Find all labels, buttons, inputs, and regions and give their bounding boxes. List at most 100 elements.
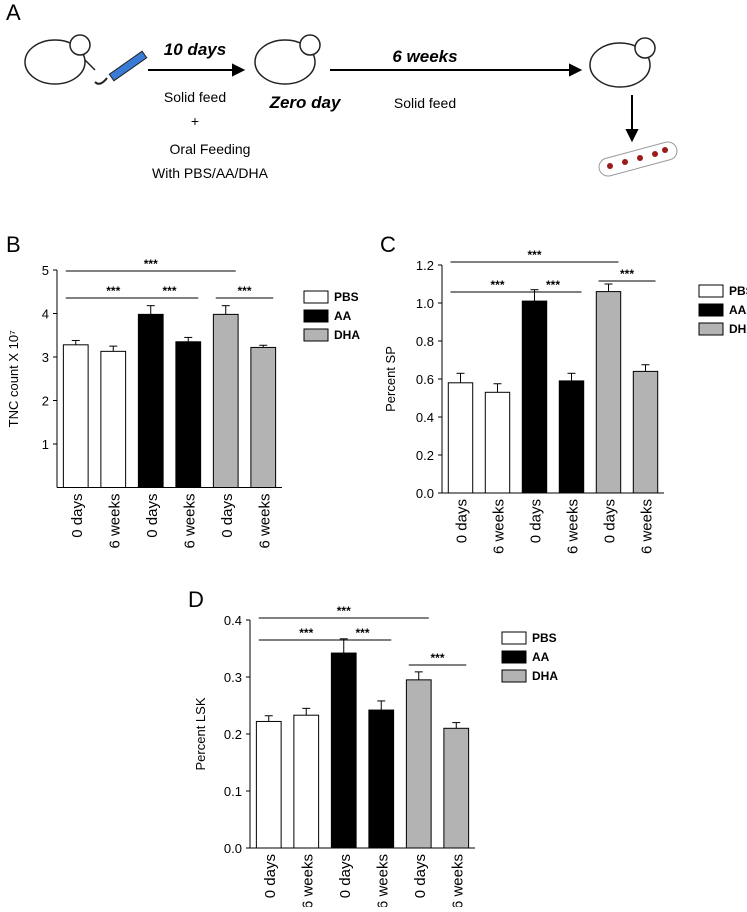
legend-label: PBS xyxy=(729,284,747,298)
significance-label: *** xyxy=(337,604,351,618)
feed-text: Solid feed xyxy=(394,95,456,111)
y-tick-label: 5 xyxy=(42,263,49,278)
x-tick-label: 0 days xyxy=(144,494,161,538)
legend-label: DHA xyxy=(334,328,360,342)
legend-label: DHA xyxy=(532,669,558,683)
x-tick-label: 0 days xyxy=(528,499,545,543)
legend-swatch xyxy=(698,303,724,317)
panel-label: D xyxy=(188,587,204,612)
bar xyxy=(405,679,432,849)
significance-label: *** xyxy=(430,651,444,665)
y-tick-label: 0.0 xyxy=(224,841,242,856)
legend-swatch xyxy=(501,631,527,645)
y-tick-label: 2 xyxy=(42,394,49,409)
bar xyxy=(212,313,239,488)
panel-label: A xyxy=(6,0,21,25)
plus-text: + xyxy=(191,113,199,129)
y-tick-label: 4 xyxy=(42,307,49,322)
bar xyxy=(250,346,277,488)
x-tick-label: 6 weeks xyxy=(449,854,466,907)
legend-label: PBS xyxy=(334,290,359,304)
x-tick-label: 6 weeks xyxy=(299,854,316,907)
significance-label: *** xyxy=(106,284,120,298)
panel-label: B xyxy=(6,232,21,257)
bar xyxy=(447,382,474,494)
y-tick-label: 0.2 xyxy=(224,727,242,742)
legend-label: PBS xyxy=(532,631,557,645)
bar xyxy=(521,300,548,494)
panel-label: C xyxy=(380,232,396,257)
y-tick-label: 0.0 xyxy=(416,486,434,501)
significance-label: *** xyxy=(620,267,634,281)
bar xyxy=(293,714,320,849)
bar xyxy=(595,291,622,494)
significance-label: *** xyxy=(355,626,369,640)
duration: 6 weeks xyxy=(392,47,457,66)
y-axis-label: Percent SP xyxy=(383,346,398,412)
x-tick-label: 6 weeks xyxy=(106,494,123,549)
significance-label: *** xyxy=(546,278,560,292)
y-tick-label: 0.1 xyxy=(224,784,242,799)
legend-swatch xyxy=(303,328,329,342)
legend-label: AA xyxy=(532,650,550,664)
oral-text: Oral Feeding xyxy=(170,141,251,157)
legend-swatch xyxy=(698,322,724,336)
x-tick-label: 0 days xyxy=(602,499,619,543)
legend-swatch xyxy=(698,284,724,298)
x-tick-label: 6 weeks xyxy=(491,499,508,554)
bar xyxy=(443,727,470,849)
significance-label: *** xyxy=(237,284,251,298)
x-tick-label: 6 weeks xyxy=(374,854,391,907)
y-tick-label: 0.8 xyxy=(416,334,434,349)
bar xyxy=(62,344,89,488)
mouse-icon xyxy=(589,37,656,88)
x-tick-label: 0 days xyxy=(337,854,354,898)
y-axis-label: Percent LSK xyxy=(193,697,208,770)
bar xyxy=(632,370,659,494)
legend-swatch xyxy=(501,669,527,683)
x-tick-label: 6 weeks xyxy=(565,499,582,554)
y-axis-label: TNC count X 10⁷ xyxy=(6,330,21,427)
y-tick-label: 0.4 xyxy=(224,613,242,628)
bar xyxy=(137,313,164,488)
x-tick-label: 6 weeks xyxy=(181,494,198,549)
mouse-icon xyxy=(254,34,321,85)
bar xyxy=(255,720,282,849)
x-tick-label: 0 days xyxy=(412,854,429,898)
y-tick-label: 1.2 xyxy=(416,258,434,273)
legend-label: AA xyxy=(729,303,747,317)
significance-label: *** xyxy=(144,257,158,271)
significance-label: *** xyxy=(162,284,176,298)
bar xyxy=(175,341,202,488)
y-tick-label: 0.2 xyxy=(416,448,434,463)
syringe-icon xyxy=(94,50,148,85)
y-tick-label: 1.0 xyxy=(416,296,434,311)
x-tick-label: 6 weeks xyxy=(639,499,656,554)
legend-swatch xyxy=(501,650,527,664)
x-tick-label: 6 weeks xyxy=(256,494,273,549)
y-tick-label: 0.4 xyxy=(416,410,434,425)
legend-label: DHA xyxy=(729,322,747,336)
legend-swatch xyxy=(303,290,329,304)
x-tick-label: 0 days xyxy=(69,494,86,538)
legend-swatch xyxy=(303,309,329,323)
x-tick-label: 0 days xyxy=(454,499,471,543)
x-tick-label: 0 days xyxy=(262,854,279,898)
mouse-icon xyxy=(24,34,96,85)
bar xyxy=(100,350,127,488)
x-tick-label: 0 days xyxy=(219,494,236,538)
y-tick-label: 3 xyxy=(42,350,49,365)
significance-label: *** xyxy=(299,626,313,640)
bone-icon xyxy=(598,141,678,177)
bar xyxy=(558,380,585,494)
legend-label: AA xyxy=(334,309,352,323)
significance-label: *** xyxy=(490,278,504,292)
bar xyxy=(330,652,357,849)
y-tick-label: 0.3 xyxy=(224,670,242,685)
duration: 10 days xyxy=(164,40,226,59)
treatment-text: With PBS/AA/DHA xyxy=(152,165,269,181)
bar xyxy=(368,709,395,849)
y-tick-label: 1 xyxy=(42,437,49,452)
y-tick-label: 0.6 xyxy=(416,372,434,387)
